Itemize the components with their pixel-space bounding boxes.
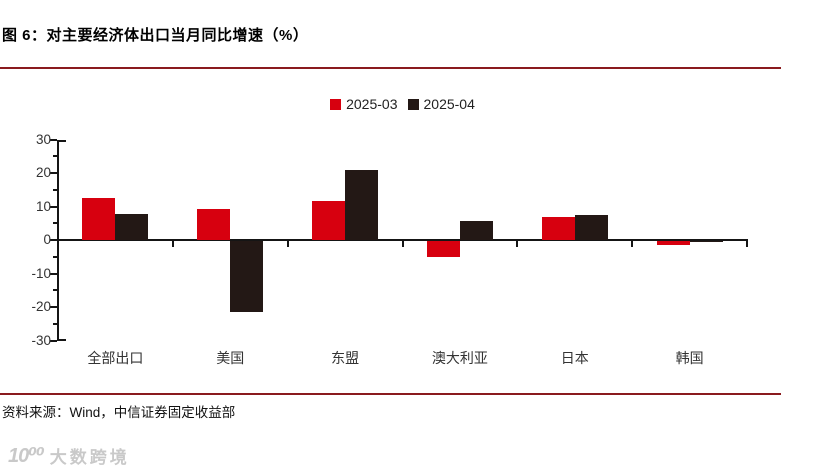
y-tick-label: 30	[35, 131, 51, 147]
y-major-tick	[50, 306, 57, 308]
y-tick-label: -10	[31, 265, 51, 281]
bar-2025-04-韩国	[689, 241, 723, 242]
bar-2025-04-美国	[230, 241, 264, 313]
x-boundary-tick	[746, 240, 748, 247]
x-category-label: 东盟	[331, 350, 360, 366]
bottom-divider	[0, 393, 781, 395]
x-category-label: 美国	[216, 350, 245, 366]
y-axis-top-cap	[57, 139, 66, 142]
y-major-tick	[50, 172, 57, 174]
bar-2025-03-东盟	[312, 201, 346, 240]
watermark: 10⁰⁰ 大数跨境	[8, 443, 130, 468]
bar-2025-03-韩国	[656, 241, 690, 246]
bar-2025-03-美国	[197, 209, 231, 240]
bar-2025-04-东盟	[345, 170, 379, 240]
y-major-tick	[50, 138, 57, 141]
y-minor-tick	[53, 255, 57, 258]
bar-2025-03-日本	[541, 217, 575, 240]
watermark-logo-icon: 10⁰⁰	[8, 445, 45, 467]
x-category-label: 日本	[560, 350, 589, 366]
legend-label: 2025-03	[346, 96, 398, 112]
bar-2025-04-日本	[574, 214, 608, 240]
y-minor-tick	[53, 322, 57, 325]
bar-2025-04-澳大利亚	[459, 221, 493, 240]
legend-swatch-red	[330, 98, 342, 110]
y-tick-label: 0	[43, 232, 51, 247]
y-tick-label: 10	[35, 198, 51, 214]
chart-legend: 2025-03 2025-04	[58, 95, 747, 113]
y-tick-label: 20	[35, 165, 51, 180]
x-boundary-tick	[57, 240, 59, 247]
legend-item-2025-03: 2025-03	[330, 96, 398, 112]
x-category-label: 全部出口	[87, 350, 144, 366]
legend-item-2025-04: 2025-04	[407, 96, 475, 112]
y-minor-tick	[53, 289, 57, 292]
y-minor-tick	[53, 188, 57, 191]
y-major-tick	[50, 239, 57, 241]
x-category-label: 韩国	[675, 350, 704, 366]
x-boundary-tick	[516, 240, 519, 247]
y-tick-label: -30	[31, 332, 51, 348]
y-axis-bottom-cap	[57, 338, 66, 341]
legend-label: 2025-04	[423, 96, 475, 112]
y-minor-tick	[53, 155, 57, 158]
y-minor-tick	[53, 222, 57, 225]
x-boundary-tick	[631, 240, 634, 247]
legend-swatch-dark	[407, 98, 419, 110]
y-tick-label: -20	[31, 299, 51, 314]
y-major-tick	[50, 205, 57, 208]
x-boundary-tick	[286, 240, 289, 247]
y-major-tick	[50, 272, 57, 275]
x-boundary-tick	[171, 240, 174, 247]
source-note: 资料来源：Wind，中信证券固定收益部	[2, 405, 236, 420]
bar-2025-04-全部出口	[115, 213, 149, 240]
x-category-label: 澳大利亚	[431, 350, 488, 366]
figure-title: 图 6：对主要经济体出口当月同比增速（%）	[2, 27, 309, 44]
x-boundary-tick	[401, 240, 404, 247]
y-major-tick	[50, 339, 57, 342]
watermark-text: 大数跨境	[49, 448, 130, 467]
bar-2025-03-澳大利亚	[426, 241, 460, 258]
bar-2025-03-全部出口	[82, 198, 116, 240]
top-divider	[0, 67, 781, 69]
